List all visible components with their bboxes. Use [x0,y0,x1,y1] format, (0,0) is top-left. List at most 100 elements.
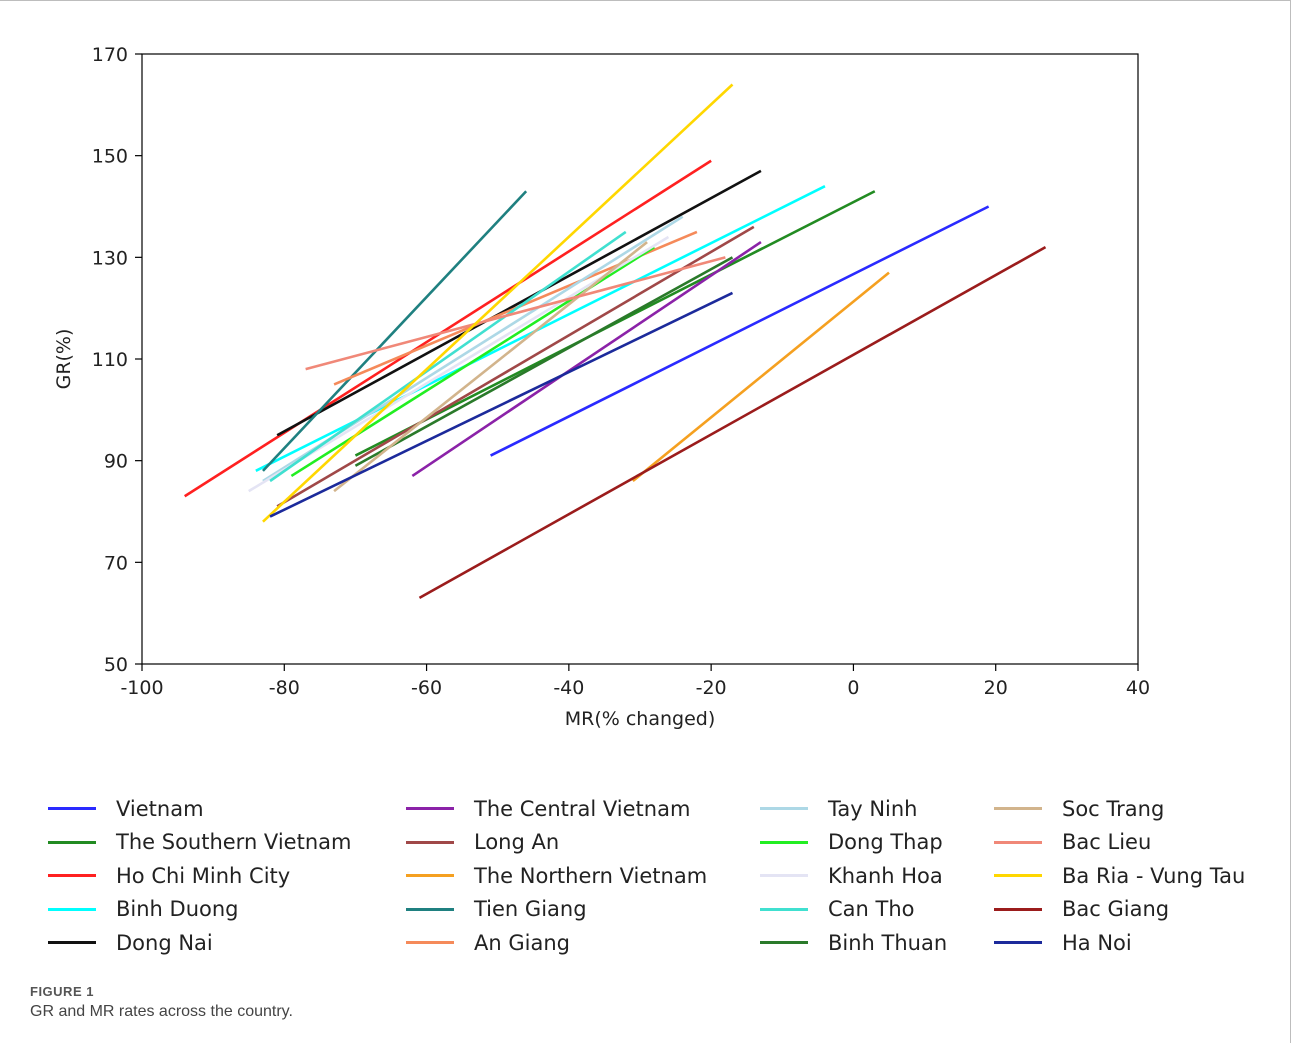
legend-item: Dong Thap [760,826,947,860]
legend-swatch [406,941,454,945]
x-tick-label-4: -20 [696,677,727,699]
legend-label: Bac Giang [1062,897,1170,922]
legend-item: Ha Noi [994,926,1245,960]
legend-label: Dong Nai [116,930,213,955]
legend-item: Tay Ninh [760,792,947,826]
series-line-11 [290,246,655,478]
x-axis-label: MR(% changed) [565,708,716,730]
x-tick-label-0: -100 [120,677,163,699]
legend-label: The Southern Vietnam [116,830,352,855]
legend-swatch [994,874,1042,878]
legend-swatch [760,807,808,811]
figure-label: FIGURE 1 [30,984,94,999]
legend-swatch [994,941,1042,945]
series-line-17 [262,83,734,523]
legend-item: Dong Nai [48,926,351,960]
x-tick-label-2: -60 [411,677,442,699]
legend-label: The Northern Vietnam [474,863,708,888]
legend-item: Soc Trang [994,792,1245,826]
y-tick-label-1: 70 [104,552,128,574]
y-axis-label: GR(%) [53,329,75,390]
y-tick-label-4: 130 [92,247,128,269]
legend-label: Khanh Hoa [828,863,943,888]
legend-swatch [994,840,1042,844]
y-tick-label-0: 50 [104,654,128,676]
y-axis-ticks: 50 70 90 110 130 150 170 [92,44,142,676]
legend-swatch [760,907,808,911]
legend-label: Ho Chi Minh City [116,863,291,888]
x-tick-label-6: 20 [984,677,1008,699]
legend-swatch [48,874,96,878]
legend-item: The Northern Vietnam [406,859,707,893]
legend-label: Ba Ria - Vung Tau [1062,863,1246,888]
legend-item: Vietnam [48,792,351,826]
legend-item: Binh Thuan [760,926,947,960]
legend-item: Ho Chi Minh City [48,859,351,893]
y-tick-label-5: 150 [92,146,128,168]
legend-label: An Giang [474,930,570,955]
y-tick-label-6: 170 [92,44,128,66]
series-line-0 [490,205,990,457]
legend-swatch [406,840,454,844]
legend-swatch [760,840,808,844]
legend-column-0: Vietnam The Southern Vietnam Ho Chi Minh C… [48,792,351,960]
legend-label: Binh Duong [116,897,239,922]
x-tick-label-5: 0 [847,677,859,699]
x-axis-ticks: -100 -80 -60 -40 -20 0 20 40 [120,664,1150,699]
series-line-7 [632,271,890,483]
series-line-4 [276,169,762,437]
legend-item: Ba Ria - Vung Tau [994,859,1245,893]
legend-swatch [406,907,454,911]
legend-label: Binh Thuan [828,930,948,955]
legend-column-1: The Central Vietnam Long An The Northern V… [406,792,707,960]
legend-swatch [406,874,454,878]
legend-swatch [760,874,808,878]
legend-item: Khanh Hoa [760,859,947,893]
series-line-14 [354,256,734,467]
legend-item: Bac Lieu [994,826,1245,860]
figure-caption: GR and MR rates across the country. [30,1003,293,1020]
legend-swatch [48,941,96,945]
legend-item: Can Tho [760,893,947,927]
legend-label: Can Tho [828,897,915,922]
legend: Vietnam The Southern Vietnam Ho Chi Minh C… [48,792,1288,962]
legend-label: Ha Noi [1062,930,1132,955]
legend-column-3: Soc Trang Bac Lieu Ba Ria - Vung Tau Bac Gi… [994,792,1245,960]
series-line-8 [261,190,528,472]
y-tick-label-2: 90 [104,451,128,473]
x-tick-label-3: -40 [553,677,584,699]
legend-item: Binh Duong [48,893,351,927]
series-line-5 [411,241,762,477]
legend-label: Tay Ninh [828,796,918,821]
legend-item: An Giang [406,926,707,960]
series-line-19 [269,291,734,518]
legend-label: Bac Lieu [1062,830,1152,855]
legend-item: Tien Giang [406,893,707,927]
series-lines [183,83,1047,600]
legend-item: Long An [406,826,707,860]
x-tick-label-1: -80 [269,677,300,699]
legend-item: The Central Vietnam [406,792,707,826]
legend-label: The Central Vietnam [474,796,691,821]
x-tick-label-7: 40 [1126,677,1150,699]
legend-label: Soc Trang [1062,796,1165,821]
series-line-16 [305,256,726,371]
legend-item: The Southern Vietnam [48,826,351,860]
series-line-13 [269,230,627,483]
legend-column-2: Tay Ninh Dong Thap Khanh Hoa Can Tho Binh Th… [760,792,947,960]
legend-swatch [406,807,454,811]
legend-swatch [48,840,96,844]
plot-area [141,53,1139,665]
legend-label: Vietnam [116,796,204,821]
legend-swatch [760,941,808,945]
legend-swatch [994,807,1042,811]
legend-swatch [48,907,96,911]
chart: -100 -80 -60 -40 -20 0 20 40 50 70 90 110 130 150 170… [53,44,1150,730]
series-line-15 [333,241,648,493]
legend-swatch [994,907,1042,911]
y-tick-label-3: 110 [92,349,128,371]
legend-label: Tien Giang [474,897,587,922]
legend-label: Long An [474,830,560,855]
series-line-2 [183,159,712,498]
